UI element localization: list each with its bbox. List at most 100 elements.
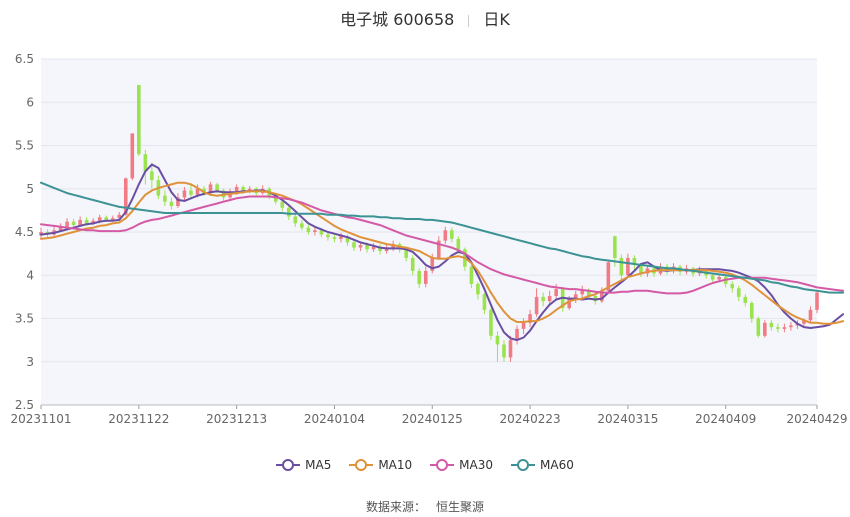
candle-body bbox=[573, 294, 578, 300]
ma-line-ma10 bbox=[40, 181, 845, 325]
candle bbox=[313, 226, 317, 236]
legend-item-ma5[interactable]: MA5 bbox=[276, 458, 331, 472]
candle bbox=[169, 197, 174, 210]
candle bbox=[436, 236, 441, 260]
candle-body bbox=[469, 266, 474, 284]
candle-body bbox=[352, 242, 356, 248]
x-tick-label: 20231101 bbox=[10, 412, 71, 426]
candle-body bbox=[358, 244, 363, 248]
candle-body bbox=[730, 283, 735, 289]
ma-line-ma30 bbox=[40, 195, 845, 295]
candle-body bbox=[717, 276, 721, 280]
candle-body bbox=[802, 320, 806, 324]
candle-body bbox=[378, 246, 382, 252]
candle bbox=[736, 285, 741, 302]
candle-body bbox=[241, 187, 245, 192]
candle bbox=[573, 290, 578, 303]
candle bbox=[450, 227, 454, 243]
candle-body bbox=[58, 226, 63, 231]
candle bbox=[534, 288, 539, 317]
period-label: 日K bbox=[483, 10, 510, 29]
candle-body bbox=[273, 195, 278, 202]
candle-body bbox=[410, 257, 415, 271]
candle-body bbox=[163, 195, 167, 202]
x-tick-label: 20240409 bbox=[695, 412, 756, 426]
y-tick-label: 6 bbox=[26, 95, 34, 109]
candle-body bbox=[150, 171, 154, 181]
candle bbox=[756, 316, 761, 338]
candle-body bbox=[313, 230, 317, 232]
candle bbox=[749, 301, 754, 323]
candle bbox=[626, 253, 630, 278]
candle bbox=[776, 323, 780, 333]
candle bbox=[508, 335, 513, 362]
candle-body bbox=[639, 264, 643, 274]
candle-body bbox=[756, 318, 761, 336]
candle-body bbox=[78, 219, 82, 226]
candle-body bbox=[710, 275, 715, 280]
candle-body bbox=[215, 184, 219, 191]
candle-body bbox=[371, 246, 376, 250]
candle-body bbox=[450, 230, 454, 239]
candle bbox=[410, 255, 415, 276]
x-tick-label: 20231213 bbox=[206, 412, 267, 426]
legend-item-ma10[interactable]: MA10 bbox=[349, 458, 412, 472]
candle-body bbox=[443, 230, 448, 241]
candle bbox=[619, 254, 624, 280]
candle-body bbox=[476, 283, 480, 295]
y-tick-label: 5 bbox=[26, 182, 34, 196]
kline-chart[interactable]: 2.533.544.555.566.5 20231101 20231122 2023… bbox=[0, 0, 850, 450]
source-label: 数据来源： bbox=[365, 500, 426, 514]
grid-lines bbox=[41, 58, 817, 406]
candle-body bbox=[521, 322, 526, 329]
candle-body bbox=[137, 84, 141, 155]
candle bbox=[580, 285, 585, 298]
candle-body bbox=[456, 238, 461, 250]
candle-body bbox=[782, 327, 787, 329]
candle bbox=[541, 292, 545, 307]
candle-body bbox=[436, 240, 441, 258]
x-tick-label: 20240223 bbox=[500, 412, 561, 426]
y-tick-label: 4.5 bbox=[15, 225, 34, 239]
candle bbox=[182, 187, 187, 201]
stock-label: 电子城 600658 bbox=[340, 10, 455, 29]
candle-body bbox=[743, 296, 748, 303]
candle-body bbox=[508, 340, 513, 358]
x-tick-label: 20240429 bbox=[786, 412, 847, 426]
candle-body bbox=[736, 288, 741, 297]
candle bbox=[326, 232, 330, 241]
candle bbox=[560, 287, 565, 312]
legend-label-ma5: MA5 bbox=[305, 458, 332, 472]
title-separator bbox=[468, 14, 470, 27]
candle bbox=[130, 133, 135, 181]
candle bbox=[137, 84, 141, 156]
candle-body bbox=[189, 190, 193, 195]
ma-line-ma5 bbox=[40, 163, 845, 342]
candle-body bbox=[306, 227, 311, 232]
candle-body bbox=[515, 328, 519, 341]
candle bbox=[163, 190, 167, 207]
candle-body bbox=[345, 236, 350, 243]
candle-body bbox=[182, 190, 187, 198]
candle-body bbox=[815, 292, 819, 310]
candle bbox=[495, 331, 500, 362]
chart-title: 电子城 600658 日K bbox=[0, 6, 850, 30]
candle-body bbox=[567, 299, 571, 309]
candle bbox=[71, 219, 76, 228]
candle bbox=[123, 177, 128, 216]
legend-item-ma60[interactable]: MA60 bbox=[511, 458, 574, 472]
candle-body bbox=[300, 223, 304, 228]
candle-body bbox=[789, 325, 793, 328]
candle-body bbox=[208, 184, 213, 194]
legend-item-ma30[interactable]: MA30 bbox=[430, 458, 493, 472]
candle bbox=[417, 268, 422, 289]
candle bbox=[515, 325, 519, 345]
candle-body bbox=[547, 296, 552, 302]
source-name: 恒生聚源 bbox=[436, 500, 485, 514]
candle-body bbox=[600, 290, 604, 302]
candle bbox=[808, 306, 813, 322]
legend-swatch-ma10 bbox=[349, 458, 374, 472]
candle-body bbox=[769, 322, 774, 328]
candle bbox=[476, 282, 480, 300]
candle-body bbox=[613, 236, 617, 258]
